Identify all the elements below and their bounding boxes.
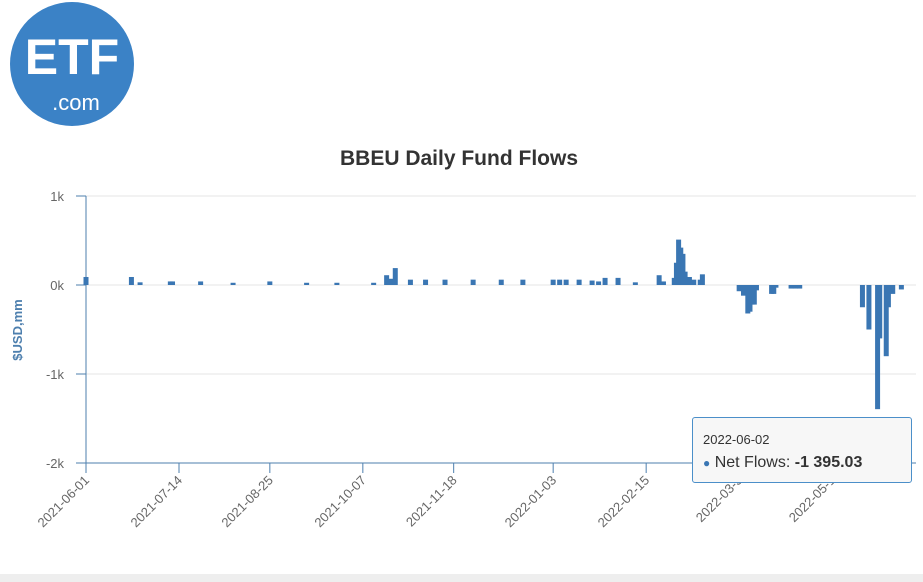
- bar[interactable]: [550, 279, 556, 285]
- bar[interactable]: [442, 279, 448, 285]
- x-tick-label: 2022-02-15: [595, 473, 653, 531]
- bar[interactable]: [890, 285, 896, 294]
- bar[interactable]: [682, 271, 688, 285]
- bar[interactable]: [680, 253, 686, 285]
- tooltip-series-label: Net Flows:: [714, 454, 791, 471]
- bar[interactable]: [602, 277, 608, 285]
- y-tick-label: -1k: [46, 367, 65, 382]
- x-tick-label: 2021-11-18: [403, 473, 460, 530]
- bar[interactable]: [883, 285, 889, 357]
- tooltip-date: 2022-06-02: [703, 432, 770, 447]
- bar[interactable]: [797, 285, 803, 289]
- bar[interactable]: [898, 285, 904, 290]
- bar[interactable]: [170, 281, 176, 285]
- etf-logo: ETF .com: [10, 2, 134, 126]
- bar[interactable]: [520, 279, 526, 285]
- bar[interactable]: [371, 282, 377, 285]
- bar[interactable]: [877, 285, 883, 339]
- bar[interactable]: [589, 280, 595, 285]
- bar[interactable]: [866, 285, 872, 330]
- bar[interactable]: [771, 285, 777, 294]
- bar[interactable]: [751, 285, 757, 305]
- bar[interactable]: [423, 279, 429, 285]
- bar[interactable]: [498, 279, 504, 285]
- bar[interactable]: [267, 281, 273, 285]
- bar[interactable]: [304, 282, 310, 285]
- x-tick-label: 2021-07-14: [127, 473, 185, 531]
- bar[interactable]: [384, 275, 390, 285]
- x-tick-label: 2022-01-03: [502, 473, 560, 531]
- logo-circle: [10, 2, 134, 126]
- bar[interactable]: [615, 277, 621, 285]
- bar[interactable]: [470, 279, 476, 285]
- bar[interactable]: [563, 279, 569, 285]
- bar[interactable]: [686, 276, 692, 285]
- x-tick-label: 2021-10-07: [311, 473, 369, 531]
- bar[interactable]: [632, 282, 638, 285]
- bar[interactable]: [198, 281, 204, 285]
- bar[interactable]: [660, 281, 666, 285]
- bar[interactable]: [576, 279, 582, 285]
- bar[interactable]: [740, 285, 746, 296]
- bar[interactable]: [875, 285, 881, 410]
- bar[interactable]: [859, 285, 865, 308]
- tooltip-row: ● Net Flows: -1 395.03: [703, 454, 862, 472]
- logo-subtext: .com: [52, 90, 100, 115]
- y-axis-label: $USD,mm: [10, 299, 25, 360]
- y-tick-label: -2k: [46, 456, 65, 471]
- series-dot-icon: ●: [703, 456, 711, 470]
- bar[interactable]: [788, 285, 794, 289]
- bar[interactable]: [137, 282, 143, 285]
- bar[interactable]: [773, 285, 779, 288]
- bar[interactable]: [699, 274, 705, 285]
- bar[interactable]: [596, 281, 602, 285]
- tooltip-value: -1 395.03: [794, 454, 863, 471]
- bar[interactable]: [407, 279, 413, 285]
- bar[interactable]: [753, 285, 759, 291]
- bar[interactable]: [128, 276, 134, 285]
- bottom-bar: [0, 574, 923, 582]
- bar[interactable]: [388, 278, 394, 285]
- x-tick-label: 2021-08-25: [218, 473, 276, 531]
- bar[interactable]: [885, 285, 891, 308]
- bar[interactable]: [392, 268, 398, 285]
- bar[interactable]: [736, 285, 742, 292]
- bar-series: [83, 239, 904, 410]
- bar[interactable]: [557, 279, 563, 285]
- bar[interactable]: [691, 279, 697, 285]
- x-tick-label: 2021-06-01: [34, 473, 92, 531]
- bar[interactable]: [230, 282, 236, 285]
- bar[interactable]: [83, 276, 89, 285]
- logo-text: ETF: [25, 29, 119, 85]
- bar[interactable]: [334, 282, 340, 285]
- bar[interactable]: [656, 275, 662, 285]
- y-axis-ticks: 1k 0k -1k -2k: [46, 189, 87, 471]
- y-tick-label: 0k: [50, 278, 64, 293]
- y-tick-label: 1k: [50, 189, 64, 204]
- tooltip: 2022-06-02 ● Net Flows: -1 395.03: [692, 417, 912, 483]
- chart-title: BBEU Daily Fund Flows: [340, 147, 578, 170]
